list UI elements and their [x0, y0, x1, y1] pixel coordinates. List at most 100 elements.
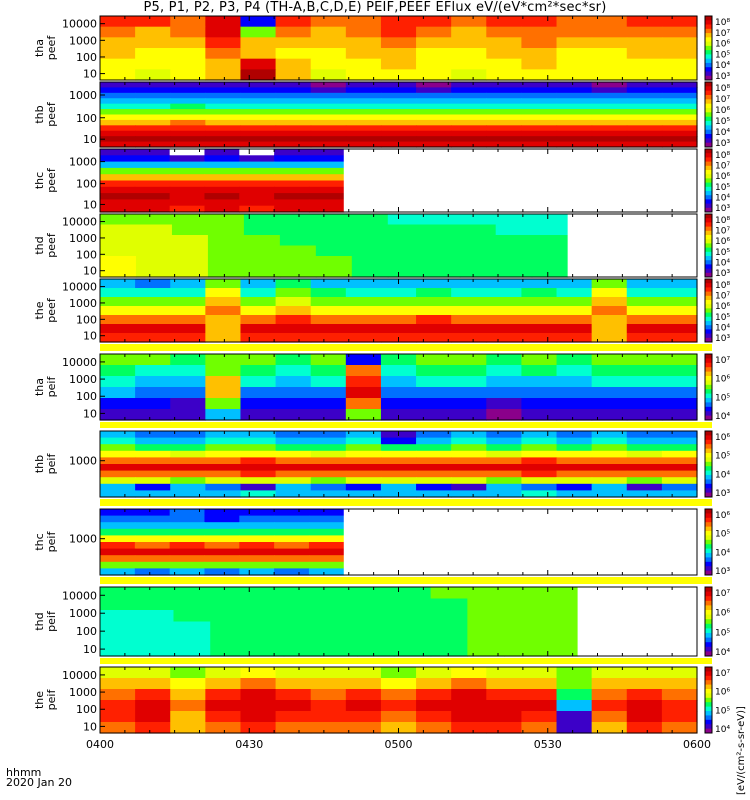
heat-cell — [205, 444, 242, 452]
heat-cell — [591, 306, 628, 316]
heat-cell — [136, 610, 175, 623]
heat-cell — [240, 92, 277, 99]
heat-cell — [556, 324, 593, 334]
heat-cell — [416, 457, 452, 465]
heat-cell — [240, 470, 277, 478]
colorbar-segment — [705, 247, 712, 253]
heat-cell — [521, 365, 558, 377]
heat-cell — [591, 365, 628, 377]
heat-cell — [467, 587, 505, 600]
colorbar-segment — [705, 637, 712, 643]
heat-cell — [357, 633, 395, 646]
heat-cell — [416, 324, 452, 334]
colorbar-segment — [705, 406, 712, 412]
heat-cell — [416, 279, 452, 289]
heat-cell — [626, 483, 663, 491]
heat-cell — [531, 245, 569, 257]
heat-cell — [591, 297, 628, 307]
heat-cell — [661, 324, 698, 334]
heat-cell — [135, 279, 171, 289]
heat-cell — [135, 431, 171, 439]
colorbar-tick-label: 10⁶ — [715, 302, 730, 312]
heat-cell — [274, 548, 310, 556]
heat-cell — [205, 722, 242, 734]
heat-cell — [521, 114, 558, 121]
heat-cell — [495, 256, 533, 268]
heat-cell — [591, 483, 628, 491]
heat-cell — [246, 610, 285, 623]
heat-cell — [135, 409, 171, 421]
heat-cell — [205, 324, 242, 334]
heat-cell — [521, 678, 558, 690]
heat-cell — [380, 306, 417, 316]
heat-cell — [459, 266, 497, 278]
heat-cell — [100, 149, 136, 156]
heat-cell — [274, 542, 310, 550]
heat-cell — [626, 450, 663, 458]
heat-cell — [345, 689, 382, 701]
heat-cell — [591, 136, 628, 143]
heat-cell — [210, 587, 248, 600]
heat-cell — [100, 82, 136, 89]
heat-cell — [521, 457, 558, 465]
heat-cell — [345, 464, 382, 472]
heat-cell — [393, 598, 432, 611]
heat-cell — [380, 678, 417, 690]
colorbar-segment — [705, 384, 712, 390]
heat-cell — [136, 621, 175, 634]
heat-cell — [521, 700, 558, 712]
heat-cell — [240, 431, 277, 439]
heat-cell — [661, 689, 698, 701]
colorbar-tick-label: 10³ — [715, 334, 730, 344]
heat-cell — [239, 205, 275, 213]
heat-cell — [486, 288, 523, 298]
colorbar-segment — [705, 283, 712, 288]
heat-cell — [100, 136, 136, 143]
y-axis-label-species: peif — [45, 610, 58, 632]
heat-cell — [626, 92, 663, 99]
heat-cell — [171, 245, 209, 257]
y-tick-label: 10000 — [62, 18, 97, 31]
heat-cell — [416, 354, 452, 366]
heat-cell — [204, 509, 240, 517]
heat-cell — [540, 621, 579, 634]
colorbar-tick-label: 10⁷ — [715, 29, 730, 39]
heat-cell — [275, 457, 312, 465]
heat-cell — [531, 256, 569, 268]
heat-cell — [310, 444, 347, 452]
heat-cell — [135, 297, 171, 307]
colorbar-tick-label: 10⁵ — [715, 628, 730, 638]
heat-cell — [416, 678, 452, 690]
heat-cell — [521, 26, 558, 38]
data-gap — [567, 214, 697, 277]
heat-cell — [626, 398, 663, 410]
heat-cell — [169, 548, 206, 556]
heat-cell — [486, 109, 523, 116]
heat-cell — [310, 387, 347, 399]
heat-cell — [275, 306, 312, 316]
colorbar-segment — [705, 684, 712, 690]
heat-cell — [451, 114, 487, 121]
heat-cell — [556, 444, 593, 452]
heat-cell — [100, 477, 136, 485]
heat-cell — [170, 279, 206, 289]
heat-cell — [275, 464, 312, 472]
heat-cell — [556, 678, 593, 690]
heat-cell — [451, 136, 487, 143]
heat-cell — [661, 722, 698, 734]
heat-cell — [626, 16, 663, 28]
heat-cell — [451, 297, 487, 307]
heat-cell — [387, 235, 425, 247]
heat-cell — [504, 644, 542, 657]
heat-cell — [416, 125, 452, 132]
heat-cell — [451, 483, 487, 491]
y-tick-label: 10 — [83, 68, 97, 81]
heat-cell — [135, 87, 171, 94]
heat-cell — [521, 398, 558, 410]
heat-cell — [345, 103, 382, 110]
colorbar-segment — [705, 264, 712, 270]
heat-cell — [661, 119, 698, 126]
heat-cell — [626, 477, 663, 485]
colorbar-segment — [705, 337, 712, 343]
heat-cell — [451, 689, 487, 701]
